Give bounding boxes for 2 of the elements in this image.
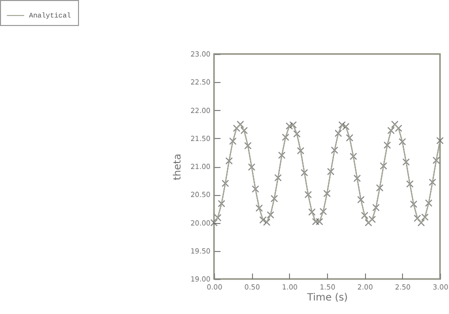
y-axis-title: theta xyxy=(172,154,184,180)
x-axis-title: Time (s) xyxy=(306,292,348,304)
